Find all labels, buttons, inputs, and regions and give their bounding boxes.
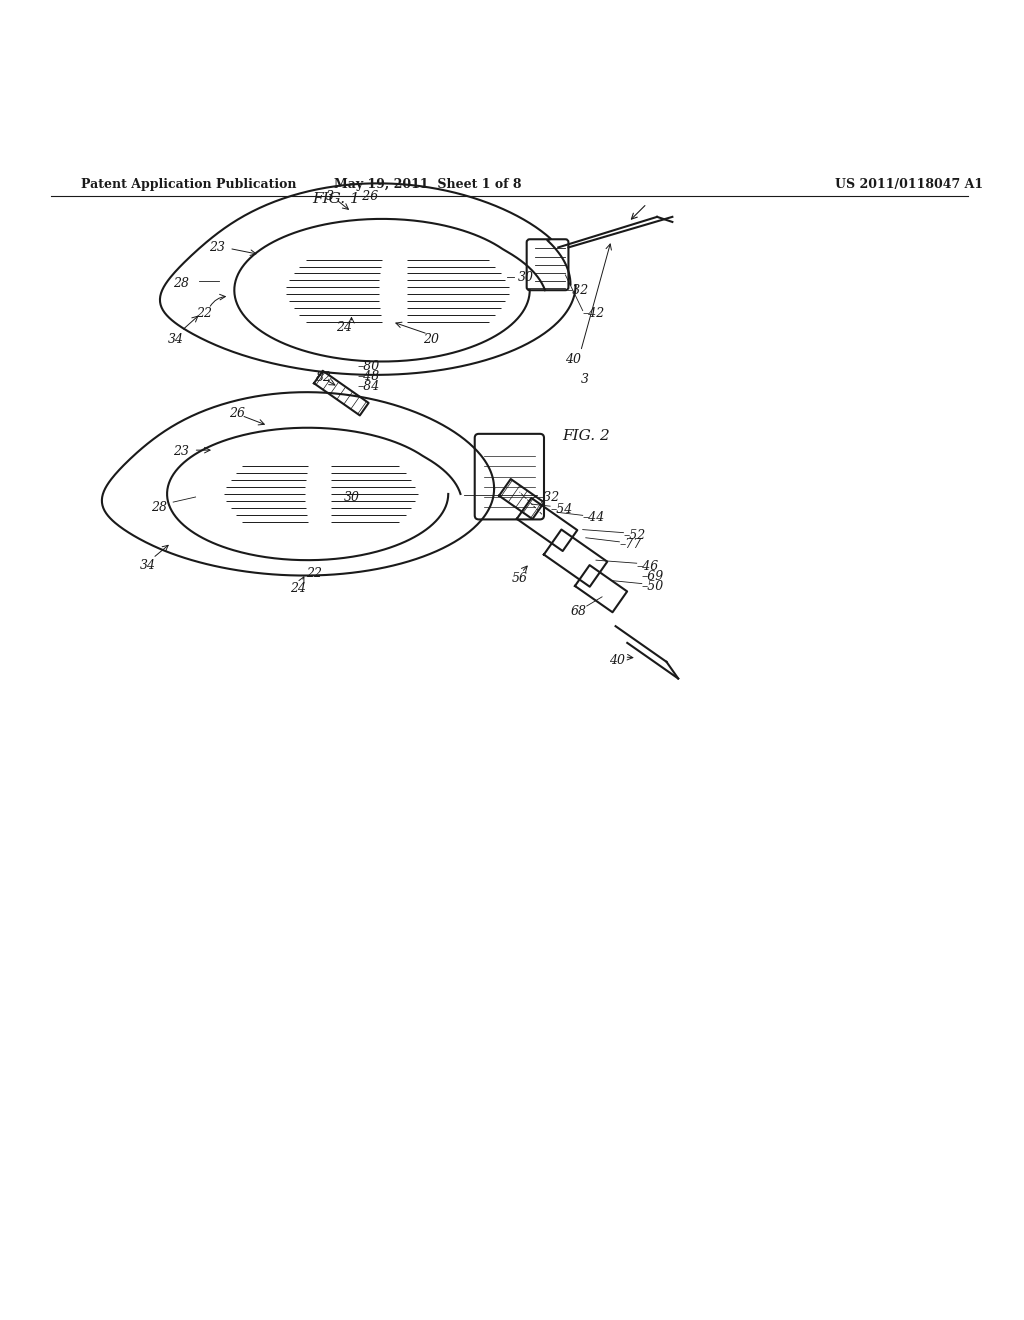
Text: 34: 34 — [168, 333, 184, 346]
Text: 40: 40 — [609, 653, 626, 667]
Text: Patent Application Publication: Patent Application Publication — [82, 178, 297, 191]
Text: 56: 56 — [511, 572, 527, 585]
Text: –54: –54 — [550, 503, 572, 516]
FancyBboxPatch shape — [526, 239, 568, 290]
Text: –32: –32 — [566, 284, 589, 297]
Text: US 2011/0118047 A1: US 2011/0118047 A1 — [836, 178, 983, 191]
Text: 82: 82 — [315, 371, 332, 384]
Text: –69: –69 — [642, 570, 664, 583]
Text: –50: –50 — [642, 581, 664, 593]
Text: –32: –32 — [538, 491, 560, 503]
Text: 34: 34 — [139, 558, 156, 572]
FancyBboxPatch shape — [475, 434, 544, 519]
Text: 40: 40 — [565, 352, 582, 366]
Text: –52: –52 — [624, 529, 646, 543]
Text: 22: 22 — [305, 566, 322, 579]
Text: 23: 23 — [173, 445, 189, 458]
Text: –80: –80 — [357, 360, 380, 374]
Text: 3: 3 — [581, 374, 589, 387]
Text: May 19, 2011  Sheet 1 of 8: May 19, 2011 Sheet 1 of 8 — [334, 178, 521, 191]
Text: –48: –48 — [357, 371, 380, 383]
Text: 23: 23 — [209, 242, 225, 253]
Text: –84: –84 — [357, 380, 380, 393]
Text: –46: –46 — [637, 560, 659, 573]
Text: 68: 68 — [570, 605, 587, 618]
Text: FIG. 2: FIG. 2 — [562, 429, 609, 444]
Text: FIG. 1: FIG. 1 — [312, 191, 360, 206]
Text: 24: 24 — [291, 582, 306, 595]
Text: 22: 22 — [196, 308, 212, 321]
Text: –42: –42 — [583, 308, 605, 321]
Text: –44: –44 — [583, 511, 605, 524]
Text: 28: 28 — [151, 500, 167, 513]
Text: 28: 28 — [173, 277, 189, 289]
Text: 3: 3 — [326, 190, 334, 203]
Text: –26: –26 — [356, 190, 379, 203]
Text: 24: 24 — [336, 321, 352, 334]
Text: 30: 30 — [517, 272, 534, 285]
Text: 26: 26 — [229, 407, 245, 420]
Text: 20: 20 — [423, 333, 438, 346]
Text: –77: –77 — [620, 539, 642, 552]
Text: 30: 30 — [344, 491, 360, 503]
